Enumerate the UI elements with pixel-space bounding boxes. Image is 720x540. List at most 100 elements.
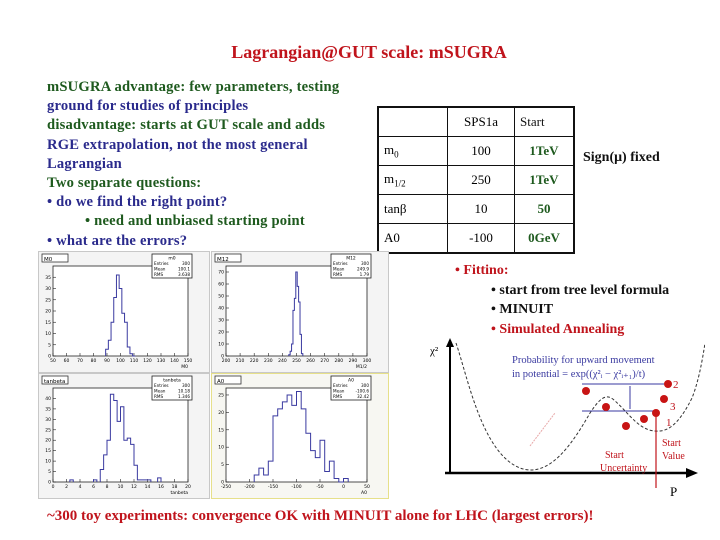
histogram-panel-m0: M0 m0 Entries 300 Mean 100.1 RMS 3.638 50 60 70 80 9… [38, 251, 210, 373]
fittino-item: • MINUIT [491, 302, 554, 317]
x-tick-label: 230 [264, 358, 273, 364]
x-tick-label: 0 [52, 484, 55, 490]
x-tick-label: 12 [131, 484, 137, 490]
svg-text:M12: M12 [346, 256, 356, 262]
y-axis-label: χ² [429, 345, 439, 357]
footer-conclusion: ~300 toy experiments: convergence OK wit… [47, 508, 594, 524]
x-tick-label: -50 [316, 484, 323, 490]
x-tick-label: 18 [172, 484, 178, 490]
svg-text:RMS: RMS [333, 272, 343, 277]
sps1a-value: -100 [447, 223, 515, 254]
svg-text:m0: m0 [168, 256, 175, 262]
fittino-list: • Fittino: • start from tree level formu… [455, 261, 669, 339]
y-tick-label: 15 [45, 320, 51, 326]
start-value-label: Start [662, 438, 681, 449]
svg-text:Entries: Entries [333, 261, 348, 266]
param-name: tanβ [377, 194, 448, 224]
descent-arrow [529, 412, 556, 447]
y-tick-label: 30 [218, 318, 224, 324]
histogram-line [253, 390, 349, 483]
x-axis-label: M0 [181, 364, 188, 370]
x-tick-label: 110 [130, 358, 139, 364]
hist-title: M0 [44, 257, 53, 263]
y-tick-label: 25 [45, 427, 51, 433]
x-tick-label: 60 [64, 358, 70, 364]
x-tick-label: 200 [222, 358, 231, 364]
y-tick-label: 20 [218, 330, 224, 336]
y-tick-label: 15 [45, 448, 51, 454]
y-tick-label: 40 [45, 396, 51, 402]
text-line: RGE extrapolation, not the most general [47, 136, 308, 153]
parameter-table: SPS1a Start m0 100 1TeV m1/2 250 1TeV ta… [377, 106, 575, 254]
x-tick-label: -250 [221, 484, 231, 490]
text-line: • need and unbiased starting point [85, 213, 305, 230]
annealing-points [582, 380, 672, 430]
x-tick-label: 2 [65, 484, 68, 490]
x-tick-label: 14 [145, 484, 151, 490]
svg-text:3.638: 3.638 [178, 272, 190, 277]
svg-text:100.1: 100.1 [178, 267, 190, 272]
svg-text:300: 300 [361, 383, 369, 388]
histogram-line [288, 271, 304, 356]
fittino-item: • Simulated Annealing [491, 321, 625, 337]
start-uncertainty-label: Uncertainty [600, 463, 647, 474]
x-tick-label: 10 [118, 484, 124, 490]
y-tick-label: 35 [45, 275, 51, 281]
svg-text:300: 300 [182, 383, 190, 388]
point-label-2: 2 [673, 379, 679, 391]
annealing-diagram: χ² P Probability for upward movement in … [429, 338, 705, 498]
y-tick-label: 5 [48, 342, 51, 348]
y-tick-label: 0 [48, 480, 51, 486]
x-tick-label: 50 [50, 358, 56, 364]
point-label-3: 3 [670, 401, 676, 413]
x-tick-label: 8 [106, 484, 109, 490]
y-tick-label: 50 [218, 294, 224, 300]
table-header-cell: Start [514, 106, 575, 137]
hist-title-box [214, 253, 242, 263]
svg-text:Entries: Entries [154, 261, 169, 266]
y-tick-label: 0 [221, 354, 224, 360]
y-tick-label: 10 [218, 342, 224, 348]
x-axis-label: P [670, 484, 677, 498]
svg-text:1.79: 1.79 [360, 272, 370, 277]
x-tick-label: 260 [306, 358, 315, 364]
table-row: m1/2 250 1TeV [377, 165, 575, 195]
text-line: mSUGRA advantage: few parameters, testin… [47, 79, 340, 95]
chi2-curve [455, 342, 705, 471]
y-tick-label: 35 [45, 406, 51, 412]
start-uncertainty-label: Start [605, 450, 624, 461]
hist-title: tanbeta [44, 379, 65, 385]
x-tick-label: 16 [158, 484, 164, 490]
param-name: A0 [377, 223, 448, 254]
text-line: disadvantage: starts at GUT scale and ad… [47, 117, 326, 134]
y-tick-label: 40 [218, 306, 224, 312]
table-header-cell: SPS1a [447, 106, 515, 137]
sps1a-value: 250 [447, 165, 515, 195]
x-tick-label: 0 [342, 484, 345, 490]
x-axis-arrow-icon [686, 468, 698, 478]
x-tick-label: -150 [268, 484, 278, 490]
y-axis-arrow-icon [446, 338, 454, 347]
svg-text:Mean: Mean [333, 267, 345, 272]
y-tick-label: 5 [221, 462, 224, 468]
x-tick-label: 70 [77, 358, 83, 364]
svg-text:Entries: Entries [333, 383, 348, 388]
plot-frame [225, 265, 368, 357]
svg-text:10.18: 10.18 [178, 389, 190, 394]
x-axis-label: M1/2 [356, 364, 367, 370]
histogram-line [105, 274, 136, 357]
y-tick-label: 70 [218, 270, 224, 276]
text-line: Lagrangian [47, 155, 122, 172]
x-tick-label: 210 [236, 358, 245, 364]
y-tick-label: 25 [45, 297, 51, 303]
table-row: A0 -100 0GeV [377, 223, 575, 254]
x-tick-label: 100 [116, 358, 125, 364]
text-line: ground for studies of principles [47, 98, 249, 115]
x-axis-label: tanbeta [170, 490, 188, 496]
svg-text:249.9: 249.9 [357, 267, 369, 272]
x-tick-label: 240 [278, 358, 287, 364]
fittino-item: • start from tree level formula [491, 282, 670, 298]
y-tick-label: 0 [48, 354, 51, 360]
